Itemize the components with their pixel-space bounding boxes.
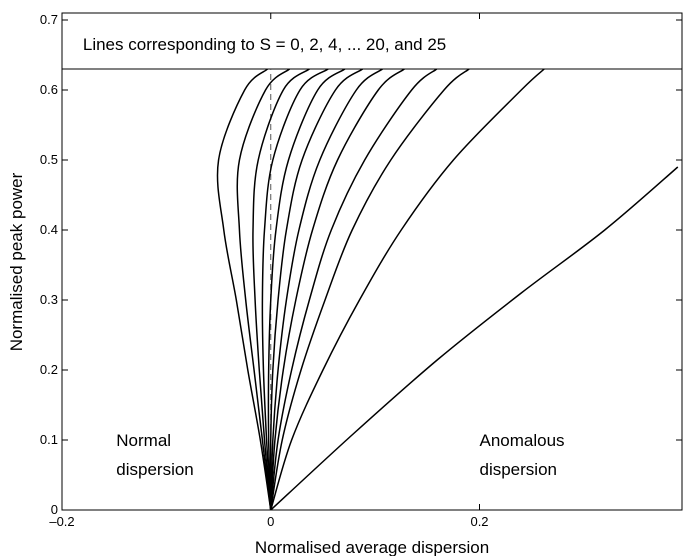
y-tick-label: 0.2 bbox=[40, 362, 58, 377]
plot-area bbox=[62, 68, 682, 510]
x-tick-label: 0.2 bbox=[470, 514, 488, 529]
curve bbox=[270, 68, 383, 510]
x-axis-label: Normalised average dispersion bbox=[255, 538, 489, 556]
y-axis-label: Normalised peak power bbox=[7, 172, 26, 351]
y-tick-label: 0.1 bbox=[40, 432, 58, 447]
y-tick-label: 0.3 bbox=[40, 292, 58, 307]
curve bbox=[216, 68, 272, 510]
annotation: Lines corresponding to S = 0, 2, 4, ... … bbox=[83, 35, 446, 54]
y-tick-label: 0.5 bbox=[40, 152, 58, 167]
curve bbox=[270, 68, 545, 510]
curve bbox=[261, 68, 329, 510]
curve bbox=[252, 68, 310, 510]
curve bbox=[270, 68, 438, 510]
curve bbox=[270, 166, 679, 510]
x-tick-label: –0.2 bbox=[49, 514, 74, 529]
annotation: Normal bbox=[116, 431, 171, 450]
y-tick-label: 0.4 bbox=[40, 222, 58, 237]
y-tick-label: 0.7 bbox=[40, 12, 58, 27]
curve bbox=[270, 68, 405, 510]
curve bbox=[269, 68, 364, 510]
annotation: Anomalous bbox=[480, 431, 565, 450]
annotation: dispersion bbox=[480, 460, 558, 479]
curve bbox=[270, 68, 470, 510]
y-tick-label: 0.6 bbox=[40, 82, 58, 97]
plot-frame bbox=[61, 12, 683, 511]
annotation: dispersion bbox=[116, 460, 194, 479]
y-tick-label: 0 bbox=[51, 502, 58, 517]
x-tick-label: 0 bbox=[267, 514, 274, 529]
curve bbox=[236, 68, 291, 510]
curve bbox=[267, 68, 346, 510]
